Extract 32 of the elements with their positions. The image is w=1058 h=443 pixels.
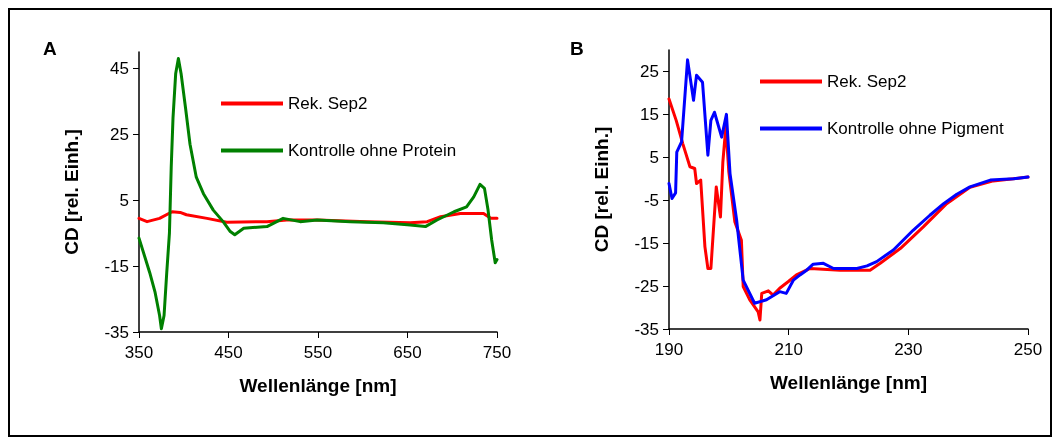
y-tick-label: -35 <box>634 319 659 339</box>
line-series <box>667 58 1030 305</box>
y-tick-label: -15 <box>634 233 659 253</box>
x-tick-label: 650 <box>393 343 422 362</box>
legend-label: Rek. Sep2 <box>827 72 907 91</box>
x-axis-title: Wellenlänge [nm] <box>770 372 927 393</box>
y-tick-label: -25 <box>634 276 659 296</box>
legend-label: Rek. Sep2 <box>288 94 368 113</box>
y-axis-title: CD [rel. Einh.] <box>591 126 612 253</box>
x-axis-title: Wellenlänge [nm] <box>239 375 397 396</box>
chart-title: B <box>570 38 584 59</box>
y-tick-label: -15 <box>104 256 129 276</box>
legend-label: Kontrolle ohne Protein <box>288 141 457 160</box>
y-tick-label: -35 <box>104 322 129 342</box>
y-tick-label: 15 <box>640 104 659 124</box>
x-tick-label: 230 <box>894 340 923 359</box>
x-tick-label: 190 <box>654 340 684 359</box>
x-tick-label: 550 <box>303 343 333 362</box>
y-axis-title: CD [rel. Einh.] <box>61 129 82 255</box>
x-tick-label: 210 <box>774 340 803 359</box>
x-tick-label: 250 <box>1013 340 1043 359</box>
legend-label: Kontrolle ohne Pigment <box>827 119 1004 138</box>
y-tick-label: 5 <box>649 147 659 167</box>
y-tick-label: 5 <box>119 190 129 210</box>
y-tick-label: -5 <box>643 190 659 210</box>
chart-title: A <box>43 38 57 59</box>
y-tick-label: 25 <box>110 124 129 144</box>
y-tick-label: 45 <box>110 58 129 78</box>
x-tick-label: 450 <box>214 343 243 362</box>
x-tick-label: 750 <box>482 343 512 362</box>
x-tick-label: 350 <box>124 343 154 362</box>
y-tick-label: 25 <box>640 61 659 81</box>
